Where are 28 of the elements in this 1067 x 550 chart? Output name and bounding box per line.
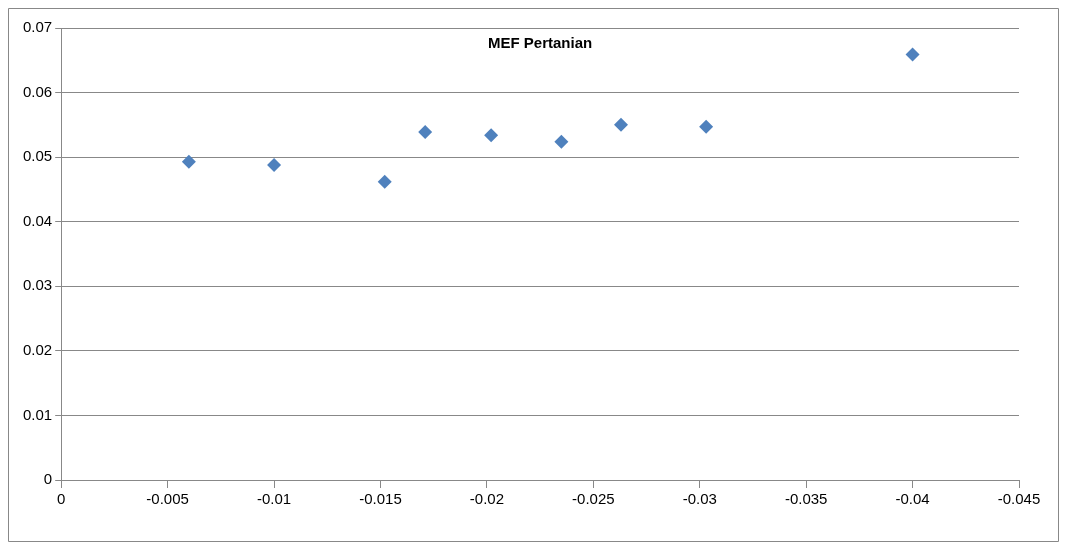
point bbox=[418, 124, 433, 139]
x-tick-label: -0.01 bbox=[256, 490, 292, 508]
x-tick-label: -0.045 bbox=[997, 490, 1041, 508]
y-tick-label: 0.01 bbox=[22, 405, 53, 423]
x-tick-label: -0.04 bbox=[895, 490, 930, 508]
y-tick-label: 0.05 bbox=[22, 147, 53, 165]
x-tick-label: -0.005 bbox=[146, 490, 189, 508]
x-tick-label: -0.02 bbox=[469, 490, 504, 508]
point bbox=[484, 128, 499, 143]
point bbox=[267, 157, 282, 172]
chart-title: MEF Pertanian bbox=[488, 33, 593, 51]
y-tick-label: 0 bbox=[43, 470, 53, 488]
point bbox=[699, 119, 714, 134]
y-tick-label: 0.07 bbox=[22, 18, 53, 36]
y-tick-label: 0.06 bbox=[22, 82, 53, 100]
point bbox=[554, 134, 569, 149]
x-tick-label: -0.035 bbox=[784, 490, 828, 508]
x-tick-label: -0.03 bbox=[682, 490, 717, 508]
point bbox=[181, 154, 196, 169]
point bbox=[613, 117, 628, 132]
x-tick-label: -0.025 bbox=[572, 490, 615, 508]
y-tick-label: 0.03 bbox=[22, 276, 53, 294]
y-tick-label: 0.04 bbox=[22, 211, 53, 229]
point bbox=[377, 174, 392, 189]
x-tick-label: -0.015 bbox=[359, 490, 402, 508]
x-tick-label: 0 bbox=[57, 490, 66, 508]
point bbox=[905, 47, 920, 62]
y-tick-label: 0.02 bbox=[22, 341, 53, 358]
